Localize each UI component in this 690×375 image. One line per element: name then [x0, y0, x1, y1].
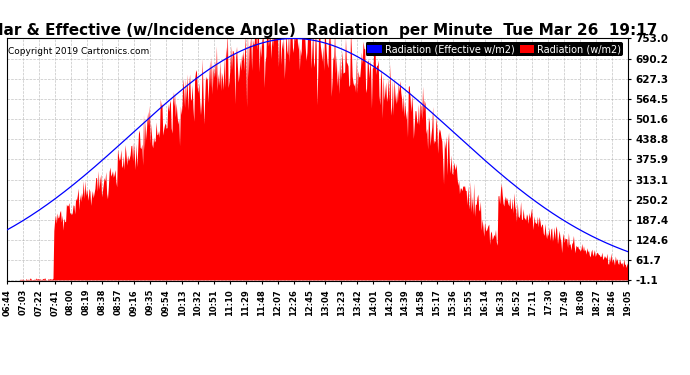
Text: Copyright 2019 Cartronics.com: Copyright 2019 Cartronics.com: [8, 47, 150, 56]
Legend: Radiation (Effective w/m2), Radiation (w/m2): Radiation (Effective w/m2), Radiation (w…: [366, 42, 623, 56]
Title: Solar & Effective (w/Incidence Angle)  Radiation  per Minute  Tue Mar 26  19:17: Solar & Effective (w/Incidence Angle) Ra…: [0, 22, 658, 38]
